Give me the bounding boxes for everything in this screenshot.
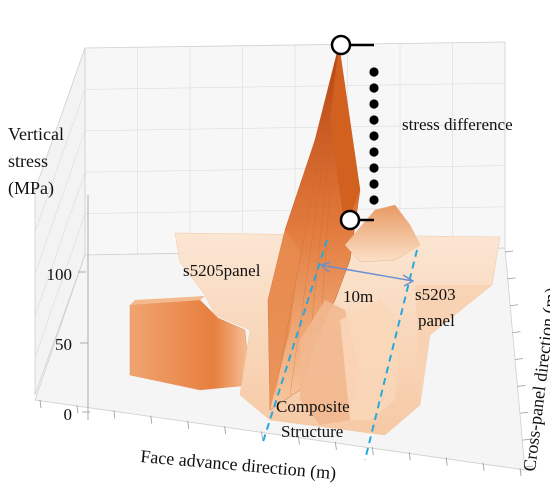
grid-line [34,130,86,275]
x-tick [408,452,411,461]
grid-line [84,124,506,132]
y-tick [512,331,521,334]
x-tick [519,467,522,477]
s5203-label-line2: panel [418,311,455,330]
guide-line-right [364,249,418,461]
stress-difference-dot [369,99,379,109]
z-tick-50: 50 [55,335,72,354]
x-tick [371,447,374,456]
composite-structure-guides [261,239,418,461]
peak-marker-top [330,34,352,56]
y-tick [522,438,531,441]
z-axis-label-line3: (MPa) [8,178,54,199]
stress-difference-dot [369,179,379,189]
z-tick-0: 0 [64,405,73,424]
stress-difference-dot [369,67,379,77]
left-wall [34,47,86,396]
s5203-label-line1: s5203 [415,285,456,304]
width-label: 10m [343,287,373,306]
stress-difference-label: stress difference [402,115,513,134]
z-axis-label-line2: stress [8,151,48,171]
composite-label-line1: Composite [276,397,350,416]
y-tick [504,250,514,253]
x-tick [261,431,263,440]
y-tick [509,304,519,307]
grid-line [34,89,86,233]
x-tick [187,420,190,429]
x-tick [482,462,485,471]
x-axis-label: Face advance direction (m) [140,446,337,484]
y-tick [507,277,516,280]
z-axis-label-line1: Vertical [8,124,64,144]
surface-main-peak [267,44,361,411]
width-arrow [319,261,415,287]
x-tick [298,436,300,445]
grid-line [34,172,86,317]
x-tick [113,410,116,419]
y-tick [514,358,524,360]
z-axis-ticks [78,195,90,420]
stress-difference-dots [369,67,379,205]
stress-difference-dot [369,163,379,173]
x-tick [445,457,448,466]
y-axis-ticks [504,250,534,468]
grid-line [84,82,506,90]
peak-marker-bottom [339,209,361,231]
stress-difference-dot [369,147,379,157]
x-tick [224,426,227,435]
y-axis-label: Cross-panel direction (m) [519,286,550,472]
x-tick [334,441,337,450]
y-tick [519,411,529,414]
stress-difference-dot [369,195,379,205]
stress-difference-dot [369,131,379,141]
stress-difference-dot [369,115,379,125]
x-axis-ticks [39,399,522,477]
s5205-panel-label: s5205panel [183,261,261,280]
y-tick [517,384,526,387]
x-tick [76,405,79,414]
x-tick [39,399,42,409]
stress-difference-dot [369,83,379,93]
z-tick-100: 100 [47,265,73,284]
x-tick [150,415,153,424]
surface-secondary-peak [300,204,421,425]
composite-label-line2: Structure [281,422,343,441]
grid-line [34,213,86,359]
grid-line [84,165,506,173]
stress-difference-marker [330,34,379,231]
y-tick [524,465,534,468]
